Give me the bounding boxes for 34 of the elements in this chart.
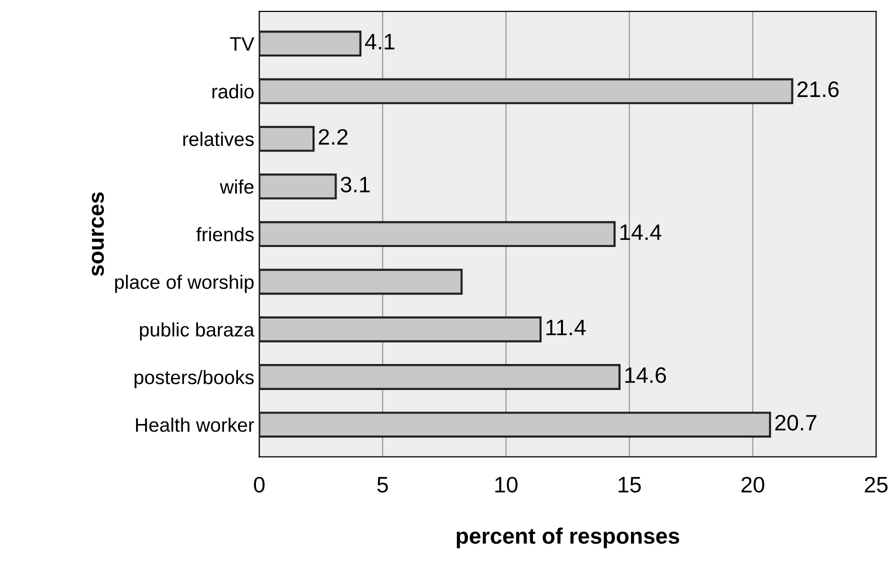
- data-label: 20.7: [775, 414, 816, 431]
- x-axis-title: percent of responses: [456, 528, 680, 548]
- bar: [259, 412, 772, 438]
- y-tick-label: public baraza: [140, 322, 254, 340]
- y-tick-label: relatives: [183, 132, 254, 146]
- data-label: 21.6: [798, 81, 839, 98]
- bar: [259, 78, 794, 104]
- bar: [259, 268, 463, 295]
- bar: [259, 174, 337, 200]
- data-label: 2.2: [318, 129, 348, 145]
- y-tick-label: radio: [212, 84, 254, 98]
- y-tick-label: posters/books: [134, 370, 254, 388]
- y-axis-title: sources: [92, 192, 104, 276]
- x-tick-label: 5: [377, 477, 388, 493]
- x-tick-label: 10: [495, 476, 518, 493]
- bar: [259, 316, 542, 342]
- data-label: 11.4: [546, 320, 586, 336]
- y-tick-label: wife: [220, 179, 254, 194]
- x-tick-label: 0: [254, 476, 265, 493]
- data-label: 14.6: [625, 367, 666, 383]
- data-label: 14.4: [620, 224, 662, 240]
- data-label: 4.1: [365, 34, 394, 50]
- y-tick-label: friends: [196, 227, 254, 242]
- bar: [259, 364, 621, 390]
- y-tick-label: TV: [230, 37, 254, 51]
- y-tick-label: place of worship: [115, 274, 254, 293]
- bar: [259, 221, 616, 248]
- y-tick-label: Health worker: [136, 418, 254, 432]
- x-tick-label: 15: [618, 477, 641, 493]
- x-tick-label: 25: [864, 476, 888, 493]
- bar: [259, 30, 362, 57]
- data-label: 3.1: [340, 176, 370, 192]
- bar: [259, 126, 315, 152]
- x-tick-label: 20: [742, 476, 764, 493]
